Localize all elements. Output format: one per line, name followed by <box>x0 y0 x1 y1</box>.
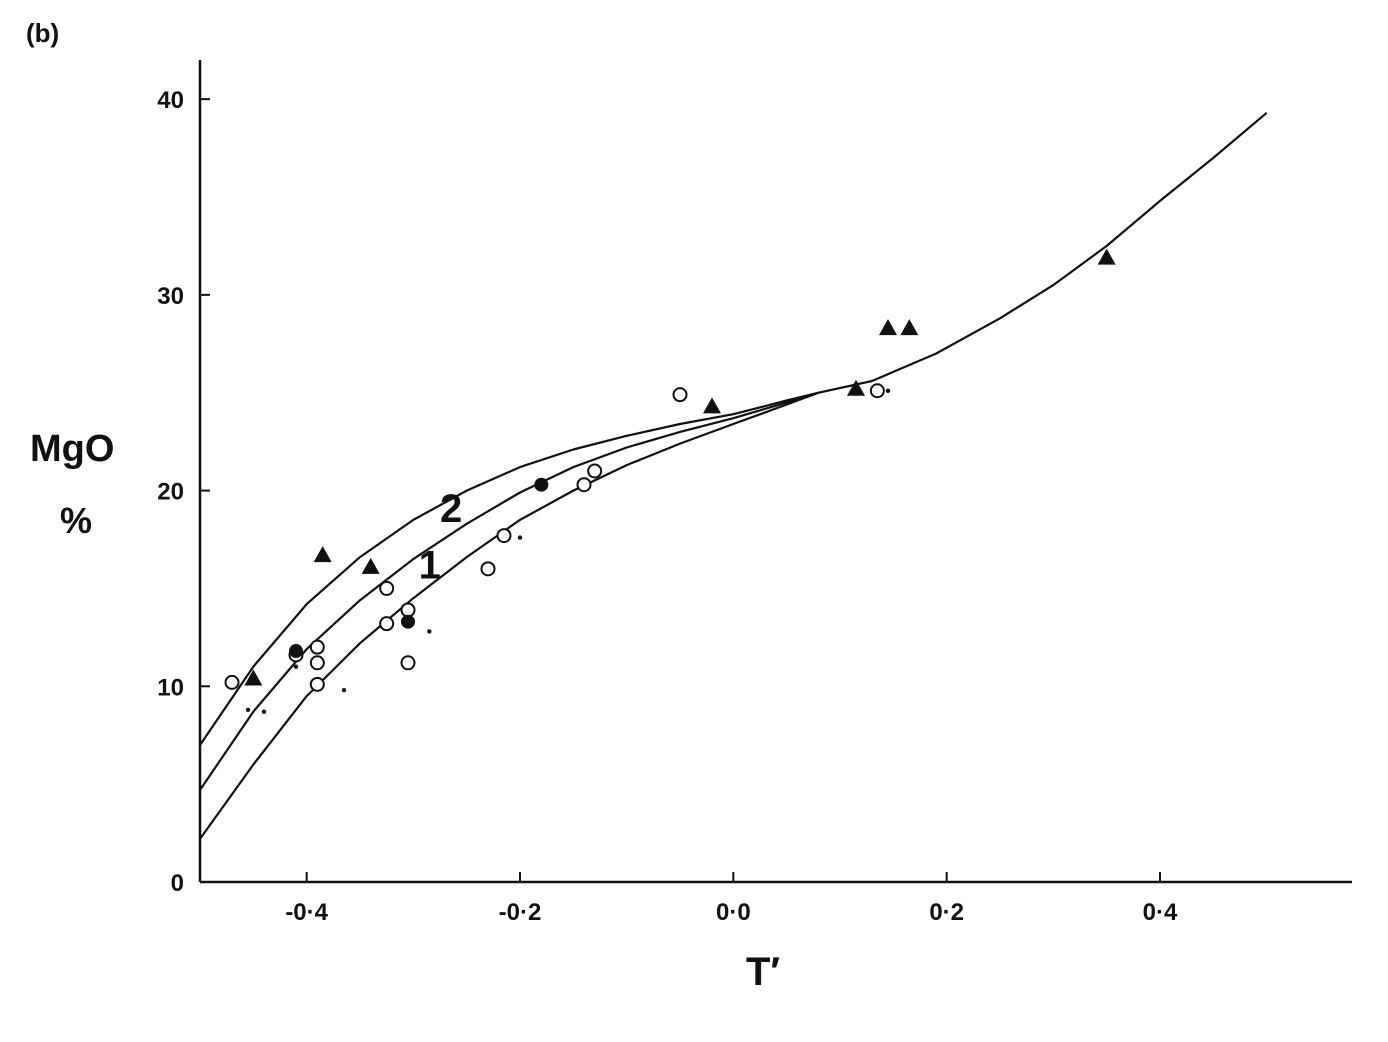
dot-point <box>261 709 267 714</box>
x-tick-label: 0·4 <box>1143 899 1178 926</box>
open-circle-point <box>400 655 416 671</box>
dot-point <box>427 629 432 634</box>
filled-circle-point <box>534 477 549 492</box>
filled-triangle-point <box>1097 248 1116 265</box>
dot-point <box>293 664 299 669</box>
open-circle-point <box>309 676 325 692</box>
fit-curve-1 <box>199 391 820 791</box>
open-circle-point <box>309 639 325 655</box>
open-circle-point <box>672 387 688 403</box>
filled-triangle-point <box>900 319 919 336</box>
open-circle-point <box>224 674 240 690</box>
y-tick-label: 40 <box>157 87 184 114</box>
y-tick-label: 0 <box>171 870 184 897</box>
axes: -0·4 -0·2 0·0 0·2 0·4 0 10 20 30 40 <box>157 60 1352 926</box>
curve-label: 1 <box>419 544 441 588</box>
data-points <box>224 248 1116 714</box>
y-axis-label: MgO <box>30 428 115 470</box>
open-circle-point <box>869 383 885 399</box>
open-circle-point <box>400 602 416 618</box>
x-tick-label: -0·4 <box>285 899 328 926</box>
filled-triangle-point <box>703 397 721 414</box>
open-circle-point <box>309 655 325 671</box>
dot-point <box>341 688 347 693</box>
open-circle-point <box>379 616 395 632</box>
dot-point <box>885 388 891 393</box>
x-tick-label: 0·0 <box>716 899 751 926</box>
fit-curve-3 <box>199 111 1268 840</box>
open-circle-point <box>496 528 512 544</box>
y-axis-unit: % <box>60 500 93 541</box>
filled-triangle-point <box>361 557 380 574</box>
y-tick-label: 20 <box>157 479 184 506</box>
open-circle-point <box>379 580 395 596</box>
x-tick-label: -0·2 <box>499 899 542 926</box>
filled-circle-point <box>401 614 415 629</box>
panel-label: (b) <box>26 18 60 48</box>
fit-curve-2 <box>199 391 819 746</box>
open-circle-point <box>576 477 592 493</box>
dot-point <box>245 707 251 712</box>
filled-triangle-point <box>879 319 897 336</box>
fit-curves: 21 <box>199 111 1268 840</box>
filled-triangle-point <box>847 379 865 396</box>
x-axis-label: T′ <box>746 950 781 994</box>
curve-label: 2 <box>440 487 462 531</box>
y-tick-label: 10 <box>157 674 184 701</box>
filled-triangle-point <box>244 669 263 686</box>
dot-point <box>517 535 523 540</box>
x-tick-label: 0·2 <box>929 899 964 926</box>
y-tick-label: 30 <box>157 283 184 310</box>
filled-triangle-point <box>313 546 332 563</box>
filled-circle-point <box>289 644 303 659</box>
open-circle-point <box>587 463 603 479</box>
open-circle-point <box>480 561 496 577</box>
